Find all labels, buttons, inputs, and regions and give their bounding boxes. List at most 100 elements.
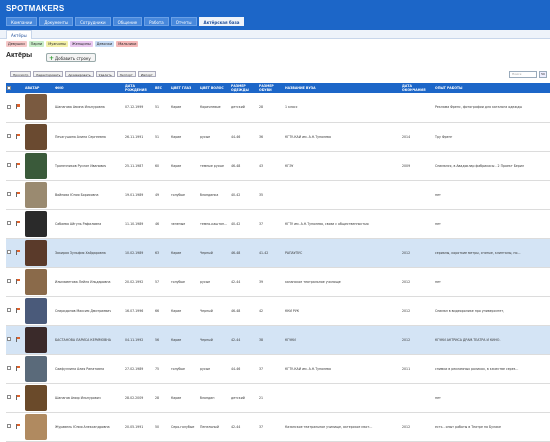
row-checkbox[interactable]: [7, 366, 11, 370]
nav-tab[interactable]: Общение: [112, 17, 143, 26]
category-tag[interactable]: Мальчики: [116, 41, 139, 47]
flag-icon[interactable]: [16, 423, 20, 429]
cell-exp: КГУКИ АКТРИСА ДРАМ.ТЕАТРА И КИНО.: [434, 325, 550, 355]
table-row[interactable]: Вайнова Юлия Борисовна 19.01.1989 49 голубы…: [6, 180, 550, 210]
flag-icon[interactable]: [16, 307, 20, 313]
table-row[interactable]: Шапагов Амир Ильнурович 28.02.2009 28 Карие…: [6, 383, 550, 413]
nav-tab[interactable]: Работа: [144, 17, 169, 26]
flag-icon[interactable]: [16, 394, 20, 400]
cell-exp: нет: [434, 180, 550, 210]
flag-icon[interactable]: [16, 191, 20, 197]
row-checkbox[interactable]: [7, 395, 11, 399]
cell-uni: КГТУ им. А.Н.Туполева, связи с обществен…: [284, 209, 401, 239]
toolbar-button[interactable]: Архивировать: [65, 71, 94, 77]
avatar-cell: [24, 151, 54, 181]
cell-grad: 2012: [401, 296, 434, 326]
table-row[interactable]: Трапезников Руслан Иванович 25.11.1987 60 К…: [6, 151, 550, 181]
cell-name: Вайнова Юлия Борисовна: [54, 180, 124, 210]
category-tag[interactable]: Девушки: [6, 41, 27, 47]
table-row[interactable]: Печагушина Алина Сергеевна 26.11.1991 51 Ка…: [6, 122, 550, 152]
column-header: [15, 83, 24, 93]
row-checkbox[interactable]: [7, 163, 11, 167]
row-checkbox[interactable]: [7, 424, 11, 428]
cell-weight: 57: [154, 267, 170, 297]
cell-grad: 2012: [401, 325, 434, 355]
subtab-actors[interactable]: Актёры: [6, 30, 32, 39]
category-tag[interactable]: Женщины: [69, 41, 93, 47]
toolbar-button[interactable]: Просмотр: [10, 71, 32, 77]
category-tag[interactable]: Мужчины: [46, 41, 68, 47]
table-row[interactable]: Шапагова Амина Ильнуровна 07.12.1999 51 Кар…: [6, 93, 550, 123]
column-header[interactable]: [6, 83, 15, 93]
row-checkbox[interactable]: [7, 221, 11, 225]
cell-grad: 2011: [401, 354, 434, 384]
flag-icon[interactable]: [16, 278, 20, 284]
category-tag[interactable]: Девочки: [94, 41, 115, 47]
flag-icon[interactable]: [16, 104, 20, 110]
cell-dob: 10.02.1989: [124, 238, 154, 268]
avatar: [25, 123, 47, 150]
cell-grad: 2012: [401, 267, 434, 297]
select-all-checkbox[interactable]: [7, 85, 11, 90]
search-input[interactable]: Поиск: [509, 71, 537, 78]
cell-uni: казанское театральное училище: [284, 267, 401, 297]
column-header: ЦВЕТ ГЛАЗ: [170, 83, 199, 93]
category-tag[interactable]: Парни: [28, 41, 45, 47]
cell-exp: нет: [434, 383, 550, 413]
toolbar-button[interactable]: Импорт: [137, 71, 156, 77]
cell-hair: русые: [199, 122, 230, 152]
cell-weight: 51: [154, 122, 170, 152]
avatar: [25, 181, 47, 208]
row-checkbox[interactable]: [7, 279, 11, 283]
cell-shoes: 36: [258, 122, 284, 152]
nav-tab[interactable]: Сотрудники: [75, 17, 111, 26]
flag-icon[interactable]: [16, 162, 20, 168]
table-row[interactable]: БАСТАНОВА ЛАРИСА КЕРИМОВНА 04.11.1992 56 Ка…: [6, 325, 550, 355]
add-row-button[interactable]: +Добавить строку: [46, 53, 96, 62]
flag-cell: [15, 122, 24, 152]
cell-dob: 16.07.1996: [124, 296, 154, 326]
table-row[interactable]: Спиридонов Максим Дмитриевич 16.07.1996 66…: [6, 296, 550, 326]
main-nav: Компании Документы Сотрудники Общение Работа…: [6, 17, 245, 26]
cell-exp: Тру Френг: [434, 122, 550, 152]
table-row[interactable]: Закирая Зульфия Хайдаровна 10.02.1989 63 Ка…: [6, 238, 550, 268]
nav-tab[interactable]: Компании: [6, 17, 38, 26]
row-checkbox[interactable]: [7, 308, 11, 312]
page-size-select[interactable]: 50: [539, 71, 547, 78]
app-logo: SPOTMAKERS: [6, 4, 65, 13]
toolbar-button[interactable]: Редактировать: [33, 71, 64, 77]
cell-name: Шапагова Амина Ильнуровна: [54, 93, 124, 123]
column-header: ДАТА РОЖДЕНИЯ: [124, 83, 154, 93]
avatar-cell: [24, 180, 54, 210]
flag-icon[interactable]: [16, 133, 20, 139]
nav-tab[interactable]: Документы: [39, 17, 74, 26]
flag-icon[interactable]: [16, 365, 20, 371]
row-checkbox[interactable]: [7, 250, 11, 254]
table-row[interactable]: Саифуллина Алия Ринатовна 27.02.1989 75 гол…: [6, 354, 550, 384]
row-checkbox[interactable]: [7, 337, 11, 341]
flag-icon[interactable]: [16, 220, 20, 226]
flag-icon[interactable]: [16, 249, 20, 255]
cell-exp: сериалы, короткие метры, снятые, клиптал…: [434, 238, 550, 268]
toolbar-button[interactable]: Удалить: [95, 71, 115, 77]
checkbox-cell: [6, 122, 15, 152]
nav-tab[interactable]: Актёрская база: [198, 17, 245, 26]
cell-hair: Черный: [199, 238, 230, 268]
nav-tab[interactable]: Отчеты: [170, 17, 197, 26]
cell-eyes: Карие: [170, 383, 199, 413]
cell-exp: Снимал в видеоролике про университет,: [434, 296, 550, 326]
table-row[interactable]: Ильмаметова Лейля Ильдаровна 20.02.1992 57…: [6, 267, 550, 297]
table-row[interactable]: Сабаева Айгуль Рафиловна 11.10.1989 46 зеле…: [6, 209, 550, 239]
cell-clothes: 46-48: [230, 151, 258, 181]
row-checkbox[interactable]: [7, 134, 11, 138]
cell-eyes: Карие: [170, 296, 199, 326]
avatar: [25, 297, 47, 324]
toolbar-button[interactable]: Экспорт: [116, 71, 136, 77]
avatar-cell: [24, 238, 54, 268]
avatar-cell: [24, 383, 54, 413]
flag-icon[interactable]: [16, 336, 20, 342]
row-checkbox[interactable]: [7, 104, 11, 109]
cell-uni: [284, 383, 401, 413]
table-header-row: АВАТАР ФИО ДАТА РОЖДЕНИЯ ВЕС ЦВЕТ ГЛАЗ ЦВЕТ В…: [6, 83, 550, 93]
row-checkbox[interactable]: [7, 192, 11, 196]
